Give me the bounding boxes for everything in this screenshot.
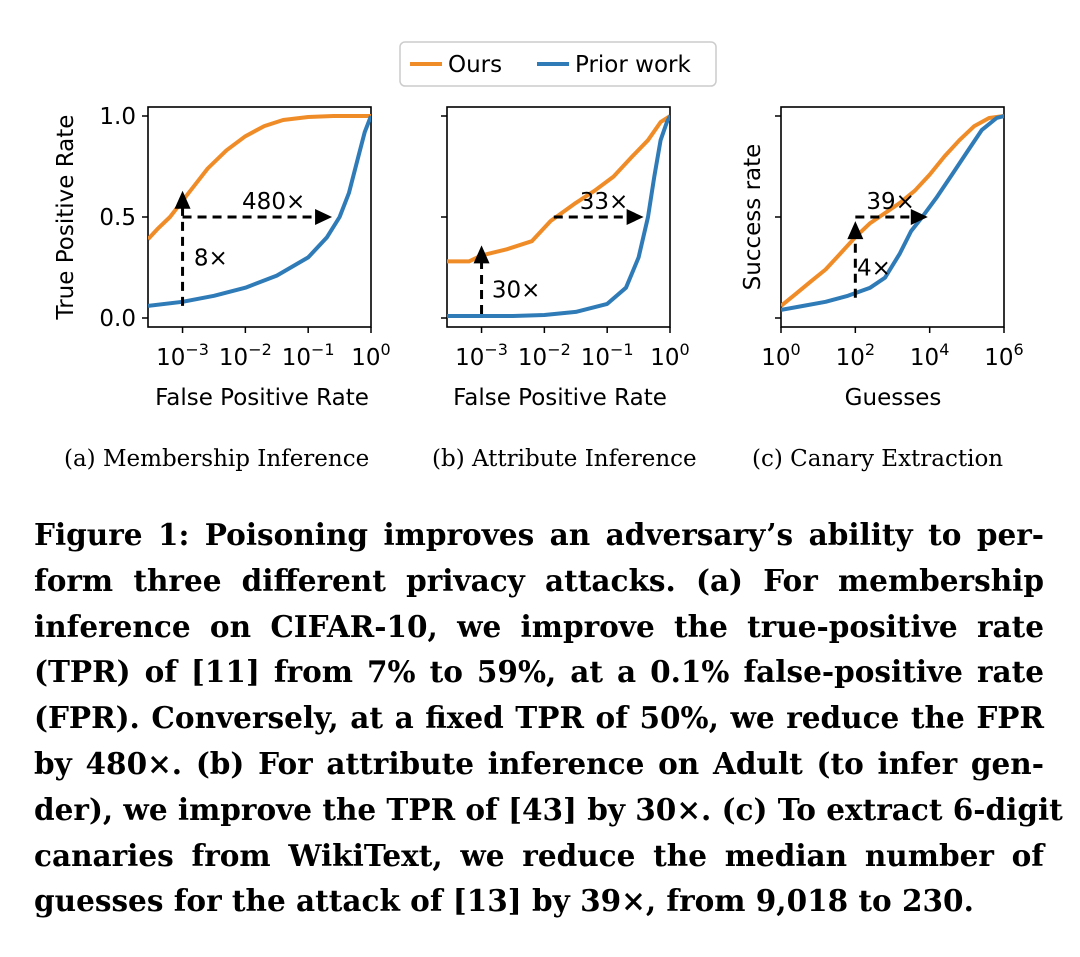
y-axis-label: True Positive Rate — [53, 115, 79, 321]
x-axis-label: Guesses — [845, 385, 942, 411]
series-line-ours — [781, 114, 1004, 308]
figure-1: Ours Prior work 0.0 0.5 1.0 10−3 10−2 10−1 100… — [53, 41, 1024, 411]
x-tick-label: 10−3 — [156, 340, 209, 371]
annotation-label: 480× — [242, 189, 305, 215]
annotation-arrowhead — [847, 221, 864, 240]
annotation-label: 8× — [194, 245, 228, 271]
caption-line: (TPR) of [11] from 7% to 59%, at a 0.1% … — [34, 654, 1044, 690]
annotation-arrowhead — [910, 209, 928, 225]
x-tick-label: 10−1 — [282, 340, 335, 371]
x-tick-label: 104 — [910, 340, 949, 371]
caption-line: Figure 1: Poisoning improves an adversar… — [34, 517, 1044, 552]
series-line-prior-work — [148, 115, 371, 308]
caption-line: canaries from WikiText, we reduce the me… — [34, 837, 1044, 873]
y-axis-label: Success rate — [740, 144, 766, 291]
caption-line: by 480×. (b) For attribute inference on … — [34, 745, 1044, 781]
legend-label-ours: Ours — [448, 52, 502, 78]
annotation-arrowhead — [473, 245, 490, 264]
x-tick-label: 10−2 — [518, 340, 571, 371]
caption-line: form three different privacy attacks. (a… — [34, 562, 1044, 598]
subcaption-a: (a) Membership Inference — [64, 446, 370, 472]
figure-caption: Figure 1: Poisoning improves an adversar… — [34, 512, 1063, 924]
x-tick-label: 10−2 — [219, 340, 272, 371]
legend: Ours Prior work — [399, 41, 717, 87]
chart-membership-inference: 0.0 0.5 1.0 10−3 10−2 10−1 100 False Positive R… — [53, 104, 391, 411]
series-line-prior-work — [447, 115, 670, 318]
x-tick-label: 10−1 — [581, 340, 634, 371]
y-tick-label: 0.0 — [99, 306, 136, 332]
x-tick-label: 10−3 — [455, 340, 508, 371]
subcaption-b: (b) Attribute Inference — [432, 446, 697, 472]
series-line-prior-work — [781, 114, 1004, 312]
caption-line: der), we improve the TPR of [43] by 30×.… — [34, 791, 1063, 827]
y-tick-label: 1.0 — [99, 104, 136, 130]
annotation-label: 33× — [580, 189, 629, 215]
caption-line: inference on CIFAR-10, we improve the tr… — [34, 608, 1044, 644]
annotation-arrowhead — [626, 209, 644, 225]
x-tick-label: 102 — [836, 340, 875, 371]
x-axis-label: False Positive Rate — [155, 385, 369, 411]
x-tick-label: 100 — [351, 340, 390, 371]
annotation-arrowhead — [315, 209, 333, 225]
annotation-label: 4× — [857, 256, 891, 282]
subcaption-c: (c) Canary Extraction — [752, 446, 1004, 472]
legend-label-prior-work: Prior work — [575, 52, 691, 78]
x-tick-label: 100 — [761, 340, 800, 371]
chart-attribute-inference: 10−3 10−2 10−1 100 False Positive Rate 33× 30× — [441, 106, 690, 411]
series-line-ours — [447, 114, 670, 264]
annotation-arrowhead — [174, 190, 191, 209]
x-tick-label: 106 — [984, 340, 1023, 371]
caption-line: (FPR). Conversely, at a fixed TPR of 50%… — [34, 700, 1044, 736]
caption-line: guesses for the attack of [13] by 39×, f… — [34, 883, 974, 919]
series-line-ours — [148, 114, 371, 241]
y-tick-label: 0.5 — [99, 205, 136, 231]
annotation-label: 39× — [866, 189, 915, 215]
annotation-label: 30× — [492, 278, 541, 304]
chart-canary-extraction: 100 102 104 106 Guesses Success rate 39× 4× — [740, 106, 1024, 411]
x-axis-label: False Positive Rate — [453, 385, 667, 411]
x-tick-label: 100 — [650, 340, 689, 371]
